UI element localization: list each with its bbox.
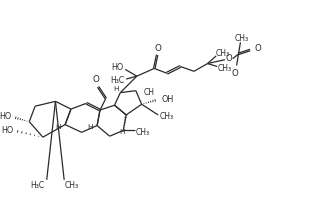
Text: H₃C: H₃C bbox=[30, 181, 44, 190]
Text: CH₃: CH₃ bbox=[234, 34, 248, 43]
Text: O: O bbox=[93, 75, 100, 84]
Text: CH₃: CH₃ bbox=[65, 181, 79, 190]
Text: HO: HO bbox=[0, 112, 12, 121]
Text: H: H bbox=[120, 129, 125, 135]
Text: CH₃: CH₃ bbox=[215, 49, 229, 58]
Text: OH: OH bbox=[162, 95, 174, 104]
Text: HO: HO bbox=[2, 126, 14, 135]
Text: O: O bbox=[254, 44, 261, 53]
Text: HO: HO bbox=[111, 63, 123, 72]
Text: CH₃: CH₃ bbox=[160, 112, 174, 121]
Text: CH₃: CH₃ bbox=[217, 64, 231, 73]
Text: O: O bbox=[225, 54, 232, 63]
Text: H: H bbox=[55, 123, 60, 129]
Text: H: H bbox=[113, 86, 118, 92]
Text: O: O bbox=[231, 69, 238, 78]
Text: O: O bbox=[155, 44, 161, 53]
Text: CH₃: CH₃ bbox=[136, 128, 150, 137]
Text: CH: CH bbox=[143, 88, 155, 97]
Text: H₃C: H₃C bbox=[110, 75, 124, 84]
Text: H: H bbox=[88, 125, 93, 131]
